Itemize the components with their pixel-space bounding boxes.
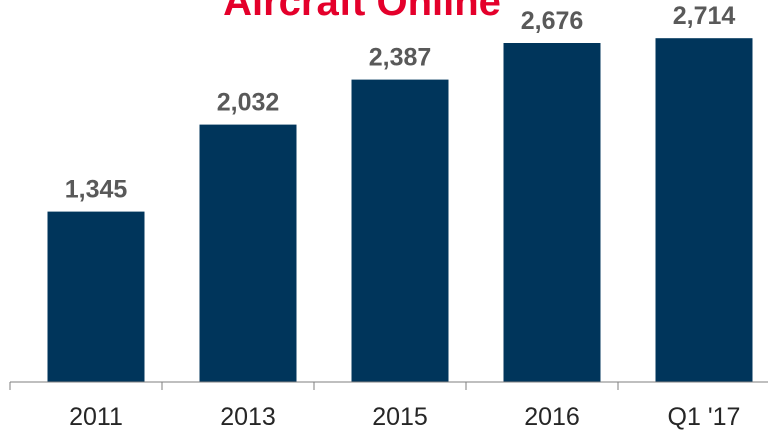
x-tick-label: 2013	[220, 403, 276, 431]
bars-layer	[47, 38, 753, 382]
bar-q1-17	[655, 38, 753, 382]
labels-layer: 1,345 2011 2,032 2013 2,387 2015 2,676 2016 2,71…	[65, 2, 741, 431]
bar-2013	[199, 124, 297, 382]
chart-title: Aircraft Online	[223, 0, 501, 24]
bar-2016	[503, 43, 601, 382]
x-axis	[9, 381, 768, 390]
data-label: 2,714	[673, 2, 736, 30]
bar-2011	[47, 211, 145, 382]
x-tick-label: Q1 '17	[668, 403, 741, 431]
data-label: 2,387	[369, 44, 432, 72]
x-tick-label: 2016	[524, 403, 580, 431]
x-tick-label: 2011	[69, 403, 123, 431]
bar-2015	[351, 79, 449, 382]
data-label: 1,345	[65, 176, 128, 204]
data-label: 2,676	[521, 7, 584, 35]
x-tick-label: 2015	[372, 403, 428, 431]
data-label: 2,032	[217, 89, 280, 117]
